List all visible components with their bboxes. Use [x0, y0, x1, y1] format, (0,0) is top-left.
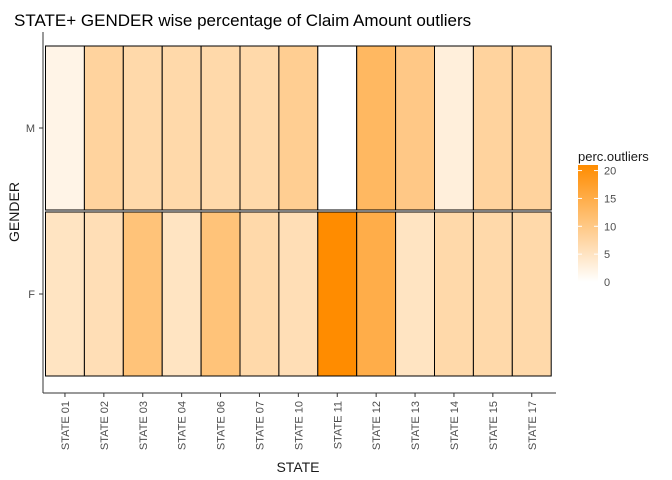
legend-ticks: 0 5 10 15 20	[578, 166, 616, 289]
heatmap-tile-F-state-03	[122, 211, 163, 377]
legend-tick-label: 5	[604, 249, 610, 261]
heatmap-tile-M-state-06	[200, 45, 241, 211]
heatmap-tile-M-state-14	[434, 45, 474, 211]
x-tick-label: STATE 14	[449, 401, 461, 450]
axes	[42, 32, 556, 394]
heatmap-tile-F-state-02	[83, 211, 124, 377]
x-tick-label: STATE 01	[60, 401, 72, 450]
x-tick-label: STATE 03	[138, 401, 150, 450]
heatmap-tile-M-state-13	[395, 45, 436, 211]
heatmap-tiles	[45, 45, 552, 377]
legend-title: perc.outliers	[578, 149, 649, 164]
x-tick-label: STATE 15	[488, 401, 500, 450]
heatmap-tile-F-state-15	[472, 211, 513, 377]
y-axis-title: GENDER	[6, 182, 22, 242]
heatmap-tile-F-state-11	[317, 211, 358, 377]
heatmap-tile-F-state-01	[45, 211, 85, 377]
x-tick-label: STATE 11	[332, 401, 344, 449]
x-tick-label: STATE 12	[371, 401, 383, 450]
heatmap-tile-M-state-10	[278, 45, 319, 211]
heatmap-tile-F-state-06	[200, 211, 241, 377]
legend-colorbar	[578, 165, 598, 282]
x-tick-label: STATE 07	[254, 401, 266, 450]
heatmap-tile-F-state-10	[278, 211, 319, 377]
y-axis-ticks: FM	[26, 123, 43, 301]
legend-tick-label: 0	[604, 277, 610, 289]
y-tick-label: F	[28, 289, 35, 301]
legend-tick-label: 20	[604, 166, 616, 178]
heatmap-tile-M-state-03	[122, 45, 163, 211]
x-tick-label: STATE 02	[99, 401, 111, 450]
x-tick-label: STATE 13	[410, 401, 422, 450]
heatmap-tile-F-state-12	[356, 211, 397, 377]
x-tick-label: STATE 10	[293, 401, 305, 450]
y-tick-label: M	[26, 123, 35, 135]
legend-tick-label: 10	[604, 221, 616, 233]
heatmap-tile-M-state-11	[317, 45, 358, 211]
heatmap-tile-F-state-13	[395, 211, 436, 377]
heatmap-tile-F-state-14	[434, 211, 474, 377]
heatmap-tile-M-state-15	[472, 45, 513, 211]
heatmap-tile-F-state-04	[161, 211, 202, 377]
heatmap-tile-M-state-07	[239, 45, 280, 211]
chart-title: STATE+ GENDER wise percentage of Claim A…	[14, 11, 471, 30]
heatmap-tile-M-state-12	[356, 45, 397, 211]
heatmap-tile-M-state-01	[45, 45, 85, 211]
x-axis-title: STATE	[276, 459, 319, 475]
heatmap-tile-F-state-07	[239, 211, 280, 377]
x-tick-label: STATE 06	[216, 401, 228, 450]
x-tick-label: STATE 04	[177, 401, 189, 450]
heatmap-tile-M-state-02	[83, 45, 124, 211]
heatmap-tile-M-state-17	[511, 45, 552, 211]
legend-tick-label: 15	[604, 193, 616, 205]
legend: perc.outliers 0 5 10 15 20	[578, 149, 649, 289]
heatmap-tile-F-state-17	[511, 211, 552, 377]
x-axis-ticks: STATE 01 STATE 02 STATE 03 STATE 04 STATE 06…	[60, 393, 539, 450]
x-tick-label: STATE 17	[527, 401, 539, 450]
heatmap-tile-M-state-04	[161, 45, 202, 211]
